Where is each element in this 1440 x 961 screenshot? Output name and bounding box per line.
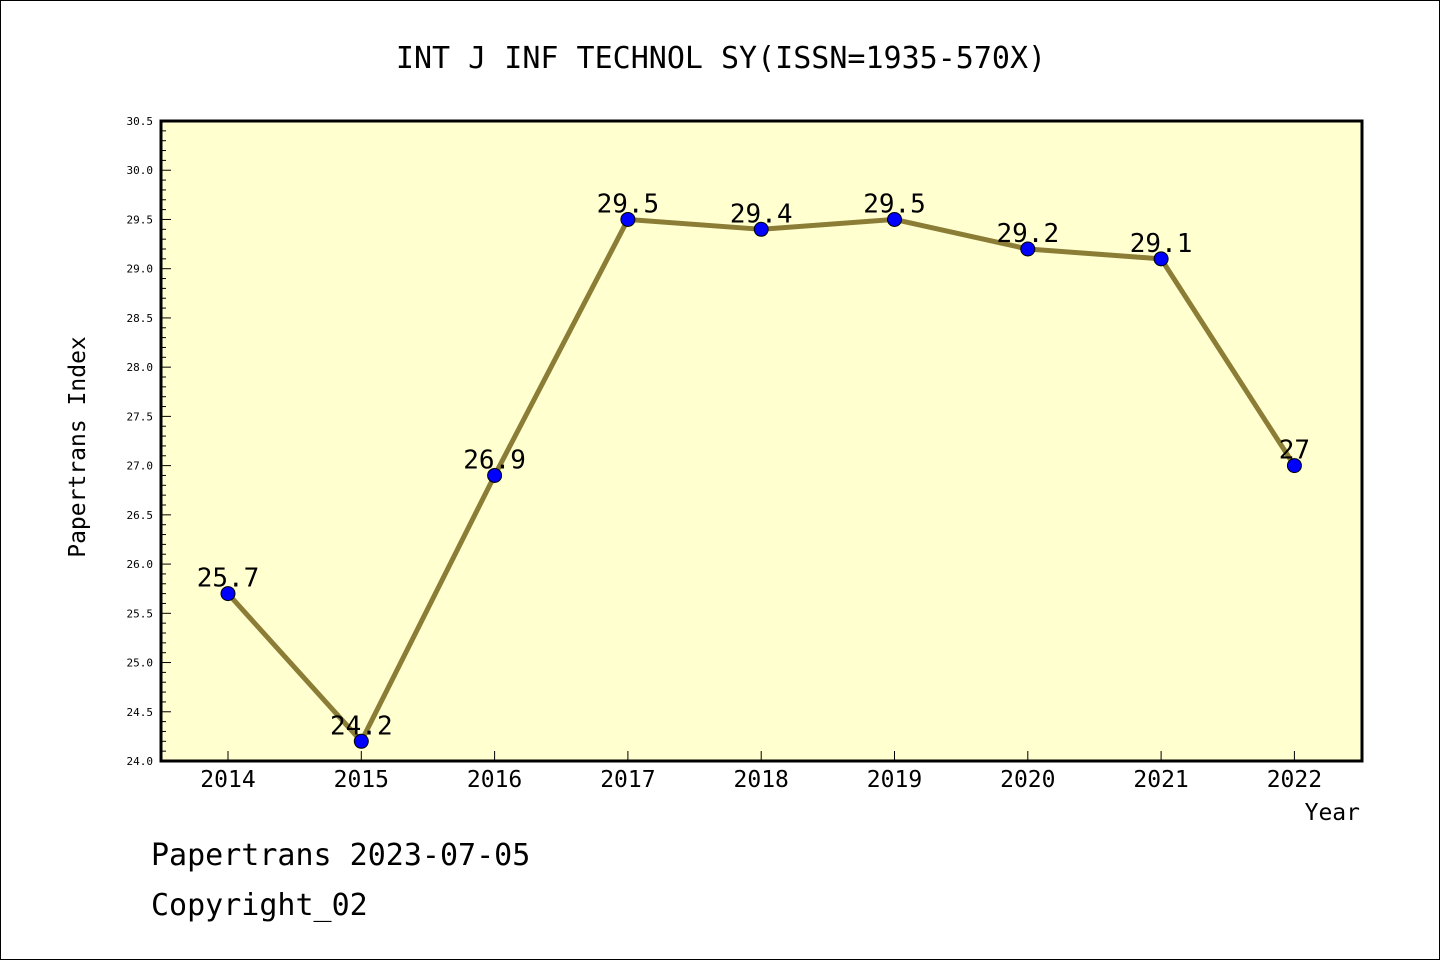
data-label-2014: 25.7 bbox=[197, 564, 260, 594]
y-tick-label: 29.0 bbox=[127, 263, 154, 276]
data-point-2022 bbox=[1286, 458, 1302, 474]
data-labels-group: 25.7 24.2 26.9 29.5 29.4 29.5 29.2 29.1 27 bbox=[197, 189, 1310, 741]
x-tick-label: 2015 bbox=[334, 767, 389, 793]
x-tick-label: 2017 bbox=[600, 767, 655, 793]
data-point-2019 bbox=[887, 211, 902, 227]
x-tick-label: 2022 bbox=[1267, 767, 1322, 793]
y-tick-label: 25.5 bbox=[127, 607, 154, 620]
footer-date: Papertrans 2023-07-05 bbox=[151, 838, 530, 873]
x-tick-label: 2020 bbox=[1000, 767, 1055, 793]
data-label-2016: 26.9 bbox=[463, 445, 526, 475]
y-axis-label: Papertrans Index bbox=[65, 336, 91, 558]
y-tick-label: 26.5 bbox=[127, 509, 154, 522]
y-tick-label: 24.5 bbox=[127, 706, 154, 719]
data-point-2021 bbox=[1153, 251, 1169, 267]
data-point-2014 bbox=[220, 586, 236, 602]
data-point-2015 bbox=[353, 733, 369, 749]
y-tick-label: 27.0 bbox=[127, 460, 154, 473]
chart-title: INT J INF TECHNOL SY(ISSN=1935-570X) bbox=[396, 41, 1046, 76]
x-tick-label: 2021 bbox=[1133, 767, 1188, 793]
data-point-2016 bbox=[487, 467, 503, 483]
y-tick-label: 26.0 bbox=[127, 558, 154, 571]
x-tick-label: 2018 bbox=[734, 767, 789, 793]
data-label-2015: 24.2 bbox=[330, 711, 393, 741]
y-tick-label: 24.0 bbox=[127, 755, 154, 768]
y-axis-ticks: 24.0 24.5 25.0 25.5 26.0 26.5 27.0 27.5 28.0 28.5… bbox=[127, 115, 171, 768]
x-tick-label: 2016 bbox=[467, 767, 522, 793]
y-tick-label: 30.0 bbox=[127, 164, 154, 177]
y-tick-label: 30.5 bbox=[127, 115, 154, 128]
data-point-2018 bbox=[753, 221, 769, 237]
x-tick-label: 2019 bbox=[867, 767, 922, 793]
data-label-2020: 29.2 bbox=[996, 219, 1059, 249]
data-point-2020 bbox=[1020, 241, 1036, 257]
y-tick-label: 28.0 bbox=[127, 361, 154, 374]
x-axis-label: Year bbox=[1305, 800, 1360, 826]
data-label-2017: 29.5 bbox=[597, 189, 660, 219]
y-tick-label: 29.5 bbox=[127, 213, 154, 226]
data-label-2021: 29.1 bbox=[1130, 229, 1193, 259]
y-tick-label: 27.5 bbox=[127, 410, 154, 423]
series-line-group bbox=[220, 211, 1302, 749]
data-label-2022: 27 bbox=[1279, 436, 1310, 466]
y-tick-label: 25.0 bbox=[127, 657, 154, 670]
x-tick-label: 2014 bbox=[200, 767, 255, 793]
data-point-2017 bbox=[620, 211, 636, 227]
data-label-2019: 29.5 bbox=[863, 189, 926, 219]
footer-copyright: Copyright_02 bbox=[151, 888, 368, 923]
data-label-2018: 29.4 bbox=[730, 199, 793, 229]
y-tick-label: 28.5 bbox=[127, 312, 154, 325]
x-axis-ticks: 2014 2015 2016 2017 2018 2019 2020 2021 2022 bbox=[200, 751, 1322, 793]
